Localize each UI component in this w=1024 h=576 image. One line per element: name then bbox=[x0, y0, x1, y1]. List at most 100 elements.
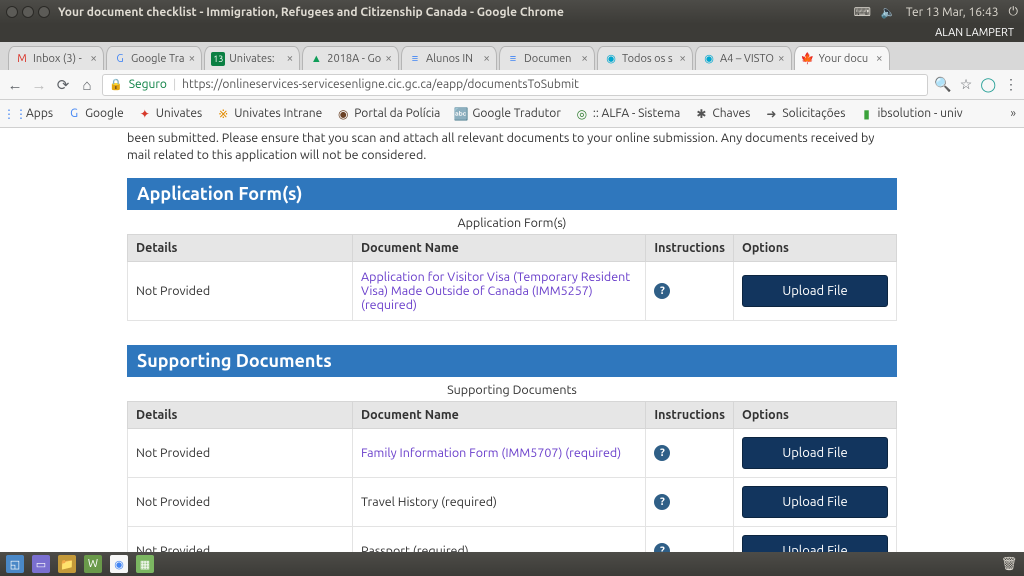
maximize-window-icon[interactable] bbox=[38, 6, 50, 18]
tab-label: Univates: bbox=[229, 53, 282, 65]
bookmark-item[interactable]: ✱ Chaves bbox=[694, 107, 750, 121]
power-icon[interactable]: ⏻ bbox=[1009, 5, 1019, 19]
browser-tab[interactable]: 🍁Your docu× bbox=[794, 46, 890, 70]
table-row: Not ProvidedFamily Information Form (IMM… bbox=[128, 428, 897, 477]
bookmark-label: Chaves bbox=[712, 107, 750, 120]
tab-favicon: 13 bbox=[211, 52, 225, 66]
application-forms-table: Details Document Name Instructions Optio… bbox=[127, 234, 897, 321]
supporting-documents-table: Details Document Name Instructions Optio… bbox=[127, 401, 897, 570]
page-viewport: been submitted. Please ensure that you s… bbox=[0, 128, 1024, 570]
search-engine-icon[interactable]: 🔍 bbox=[934, 76, 951, 93]
bookmarks-overflow-icon[interactable]: » bbox=[1010, 107, 1016, 120]
tab-close-icon[interactable]: × bbox=[581, 52, 588, 65]
bookmark-item[interactable]: G Google bbox=[67, 107, 124, 121]
secure-label: Seguro bbox=[129, 78, 167, 91]
bookmark-item[interactable]: ✦ Univates bbox=[138, 107, 202, 121]
cell-document-name: Family Information Form (IMM5707) (requi… bbox=[353, 428, 646, 477]
col-instructions: Instructions bbox=[646, 401, 734, 428]
bookmark-item[interactable]: ※ Univates Intrane bbox=[216, 107, 322, 121]
taskbar-launcher-icon[interactable]: ▦ bbox=[134, 554, 156, 574]
extension-icon[interactable]: ◯ bbox=[980, 76, 996, 93]
bookmark-item[interactable]: ⋮⋮Apps bbox=[8, 107, 53, 121]
volume-icon[interactable]: 🔈 bbox=[881, 5, 896, 19]
document-link[interactable]: Application for Visitor Visa (Temporary … bbox=[361, 270, 630, 312]
col-details: Details bbox=[128, 234, 353, 261]
bookmark-item[interactable]: ▮ibsolution - univ bbox=[860, 107, 963, 121]
tab-close-icon[interactable]: × bbox=[189, 52, 196, 65]
bookmark-item[interactable]: ◎:: ALFA - Sistema bbox=[575, 107, 680, 121]
keyboard-indicator-icon[interactable]: ⌨ bbox=[854, 5, 871, 19]
tab-favicon: ≡ bbox=[408, 52, 422, 66]
bookmark-label: Solicitações bbox=[782, 107, 845, 120]
tab-close-icon[interactable]: × bbox=[385, 52, 392, 65]
bookmark-favicon: ✱ bbox=[694, 107, 708, 121]
tab-close-icon[interactable]: × bbox=[876, 52, 883, 65]
bookmark-item[interactable]: ◉Portal da Polícia bbox=[336, 107, 440, 121]
home-button[interactable]: ⌂ bbox=[78, 76, 96, 94]
document-link[interactable]: Family Information Form (IMM5707) (requi… bbox=[361, 446, 621, 460]
bookmark-label: Google bbox=[85, 107, 124, 120]
menu-icon[interactable]: ⋮ bbox=[1004, 76, 1018, 93]
bookmark-favicon: ※ bbox=[216, 107, 230, 121]
tab-close-icon[interactable]: × bbox=[90, 52, 97, 65]
upload-file-button[interactable]: Upload File bbox=[742, 486, 888, 518]
window-controls[interactable] bbox=[6, 6, 50, 18]
trash-icon[interactable]: 🗑 bbox=[998, 554, 1020, 574]
url-text: https://onlineservices-servicesenligne.c… bbox=[182, 78, 579, 91]
col-instructions: Instructions bbox=[646, 234, 734, 261]
tab-close-icon[interactable]: × bbox=[483, 52, 490, 65]
tab-close-icon[interactable]: × bbox=[287, 52, 294, 65]
cell-options: Upload File bbox=[733, 428, 896, 477]
upload-file-button[interactable]: Upload File bbox=[742, 275, 888, 307]
cell-instructions: ? bbox=[646, 428, 734, 477]
bookmark-item[interactable]: 🔤Google Tradutor bbox=[454, 107, 561, 121]
section-supporting-documents-header: Supporting Documents bbox=[127, 345, 897, 377]
taskbar-launcher-icon[interactable]: ◱ bbox=[4, 554, 26, 574]
bookmark-label: Univates Intrane bbox=[234, 107, 322, 120]
browser-tab[interactable]: 13 Univates: × bbox=[204, 46, 300, 70]
taskbar-launcher-icon[interactable]: ▭ bbox=[30, 554, 52, 574]
browser-tab[interactable]: MInbox (3) -× bbox=[8, 46, 104, 70]
browser-tab[interactable]: ◉A4 – VISTO× bbox=[695, 46, 792, 70]
back-button[interactable]: ← bbox=[6, 76, 24, 94]
tab-label: Alunos IN bbox=[426, 53, 479, 65]
reload-button[interactable]: ⟳ bbox=[54, 76, 72, 94]
user-name[interactable]: ALAN LAMPERT bbox=[935, 27, 1014, 39]
close-window-icon[interactable] bbox=[6, 6, 18, 18]
help-icon[interactable]: ? bbox=[654, 445, 670, 461]
browser-tab[interactable]: ▲2018A - Go× bbox=[302, 46, 399, 70]
taskbar-launcher-icon[interactable]: ◉ bbox=[108, 554, 130, 574]
help-icon[interactable]: ? bbox=[654, 494, 670, 510]
tab-close-icon[interactable]: × bbox=[679, 52, 686, 65]
bookmark-item[interactable]: ➜ Solicitações bbox=[764, 107, 845, 121]
bookmark-star-icon[interactable]: ☆ bbox=[960, 76, 973, 93]
minimize-window-icon[interactable] bbox=[22, 6, 34, 18]
bookmark-label: ibsolution - univ bbox=[878, 107, 963, 120]
col-options: Options bbox=[733, 234, 896, 261]
bookmark-favicon: ◎ bbox=[575, 107, 589, 121]
bookmark-label: Google Tradutor bbox=[472, 107, 561, 120]
cell-instructions: ? bbox=[646, 261, 734, 320]
system-menubar: Your document checklist - Immigration, R… bbox=[0, 0, 1024, 24]
bookmark-label: Univates bbox=[156, 107, 202, 120]
bookmark-favicon: ✦ bbox=[138, 107, 152, 121]
browser-tab[interactable]: GGoogle Tra× bbox=[106, 46, 202, 70]
cell-details: Not Provided bbox=[128, 261, 353, 320]
bookmark-favicon: G bbox=[67, 107, 81, 121]
browser-tab[interactable]: ≡ Alunos IN × bbox=[401, 46, 497, 70]
clock[interactable]: Ter 13 Mar, 16:43 bbox=[906, 6, 999, 19]
upload-file-button[interactable]: Upload File bbox=[742, 437, 888, 469]
tab-close-icon[interactable]: × bbox=[778, 52, 785, 65]
col-options: Options bbox=[733, 401, 896, 428]
address-bar[interactable]: 🔒 Seguro | https://onlineservices-servic… bbox=[102, 74, 928, 96]
section-application-forms-caption: Application Form(s) bbox=[127, 210, 897, 234]
taskbar-launcher-icon[interactable]: W bbox=[82, 554, 104, 574]
help-icon[interactable]: ? bbox=[654, 283, 670, 299]
taskbar-launcher-icon[interactable]: 📁 bbox=[56, 554, 78, 574]
browser-tab[interactable]: ◉Todos os s× bbox=[597, 46, 693, 70]
tab-label: Documen bbox=[524, 53, 577, 65]
bookmark-favicon: ➜ bbox=[764, 107, 778, 121]
browser-tab[interactable]: ≡Documen× bbox=[499, 46, 595, 70]
section-application-forms-header: Application Form(s) bbox=[127, 178, 897, 210]
forward-button[interactable]: → bbox=[30, 76, 48, 94]
